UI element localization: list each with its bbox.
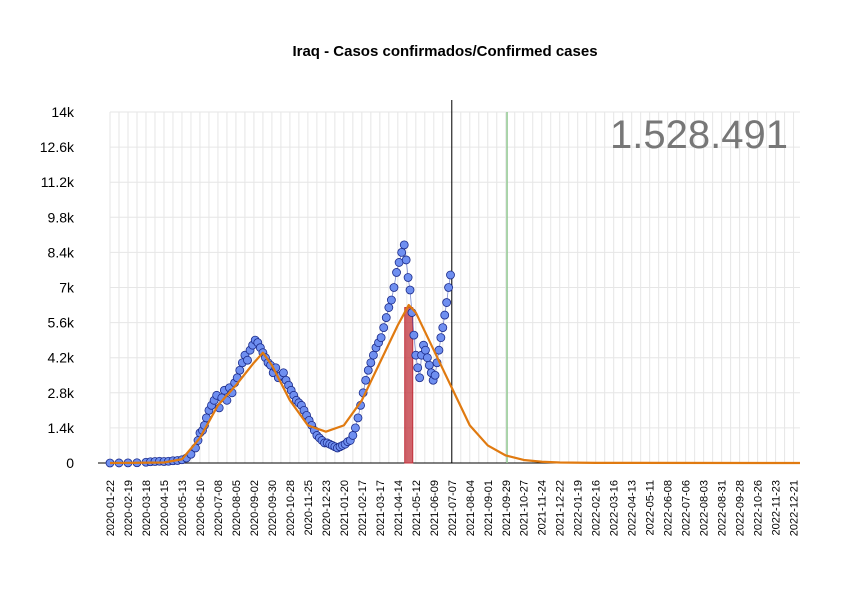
data-point (430, 370, 440, 380)
data-point (351, 423, 360, 433)
x-tick-label: 2020-10-28 (285, 480, 297, 536)
x-tick-label: 2022-02-16 (591, 480, 603, 536)
y-tick-label: 14k (51, 104, 75, 120)
x-tick-label: 2022-04-13 (627, 480, 639, 536)
x-tick-label: 2020-08-05 (231, 480, 243, 536)
y-axis-ticks: 0 1.4k 2.8k 4.2k 5.6k 7k 8.4k 9.8k 11.2k 12.6k 14k (40, 104, 75, 471)
data-point (440, 310, 450, 320)
data-point (415, 373, 425, 383)
y-tick-label: 9.8k (48, 209, 75, 225)
data-point (401, 255, 411, 265)
y-tick-label: 2.8k (48, 385, 75, 401)
x-tick-label: 2020-04-15 (159, 480, 171, 536)
data-point (361, 375, 371, 385)
data-point (421, 345, 430, 355)
x-tick-label: 2021-09-29 (501, 480, 513, 536)
data-point (369, 350, 378, 360)
x-tick-label: 2022-05-11 (645, 480, 657, 535)
fit-curve (109, 303, 801, 465)
x-tick-label: 2020-05-13 (177, 480, 189, 536)
data-point (424, 360, 434, 370)
data-point (363, 365, 373, 375)
data-point (397, 247, 407, 257)
data-point (384, 303, 394, 312)
data-point (366, 358, 376, 368)
x-tick-label: 2020-03-18 (141, 480, 153, 536)
data-point (438, 323, 448, 333)
daily-cases-line (109, 244, 451, 464)
data-point (348, 431, 358, 440)
gridlines (109, 111, 800, 464)
data-point (243, 355, 252, 365)
x-tick-label: 2022-10-26 (753, 480, 765, 536)
x-tick-label: 2020-12-23 (321, 480, 333, 536)
x-tick-label: 2021-11-24 (537, 480, 549, 535)
data-point (409, 330, 419, 340)
data-point (376, 333, 386, 343)
x-tick-label: 2022-06-08 (663, 480, 675, 536)
x-tick-label: 2021-09-01 (483, 480, 495, 536)
total-cases-label: 1.528.491 (610, 113, 788, 157)
y-tick-label: 4.2k (48, 350, 75, 366)
x-tick-label: 2022-01-19 (573, 480, 585, 536)
y-tick-label: 1.4k (48, 420, 75, 436)
x-tick-label: 2021-01-20 (339, 480, 351, 536)
x-tick-label: 2021-04-14 (393, 480, 405, 536)
data-point (379, 323, 389, 333)
data-point (353, 413, 363, 423)
x-tick-label: 2021-03-17 (375, 480, 387, 536)
data-point (389, 283, 399, 292)
y-tick-label: 8.4k (48, 244, 75, 260)
data-point (436, 333, 446, 343)
peak-bar (404, 307, 414, 464)
y-tick-label: 5.6k (48, 315, 75, 331)
data-point (422, 353, 432, 363)
y-tick-label: 11.2k (41, 174, 75, 190)
chart-title: Iraq - Casos confirmados/Confirmed cases (292, 43, 597, 60)
data-marks (105, 240, 801, 468)
x-tick-label: 2022-08-31 (717, 480, 729, 536)
y-tick-label: 7k (59, 280, 75, 296)
x-tick-label: 2022-03-16 (609, 480, 621, 536)
data-point (444, 283, 453, 292)
x-tick-label: 2021-12-22 (555, 480, 567, 536)
data-point (399, 240, 409, 250)
data-point (446, 270, 455, 280)
data-point (442, 298, 452, 307)
x-tick-label: 2021-06-09 (429, 480, 441, 536)
data-point (381, 313, 391, 322)
x-tick-label: 2020-02-19 (123, 480, 135, 536)
data-point (405, 285, 415, 295)
data-point (235, 365, 245, 375)
data-point (413, 363, 423, 373)
x-tick-label: 2021-10-27 (519, 480, 531, 536)
x-tick-label: 2021-08-04 (465, 480, 477, 536)
x-tick-label: 2020-01-22 (105, 480, 117, 536)
data-point (279, 368, 288, 378)
x-tick-label: 2022-08-03 (699, 480, 711, 536)
x-tick-label: 2020-06-10 (195, 480, 207, 536)
y-tick-label: 0 (66, 455, 74, 471)
x-tick-label: 2021-07-07 (447, 480, 459, 536)
x-tick-label: 2020-09-02 (249, 480, 261, 536)
x-tick-label: 2020-11-25 (303, 480, 315, 535)
x-tick-label: 2020-07-08 (213, 480, 225, 536)
x-tick-label: 2020-09-30 (267, 480, 279, 536)
x-tick-label: 2021-02-17 (357, 480, 369, 536)
x-tick-label: 2021-05-12 (411, 480, 423, 536)
data-point (403, 273, 413, 282)
y-tick-label: 12.6k (40, 139, 75, 155)
x-tick-label: 2022-11-23 (771, 480, 783, 535)
x-tick-label: 2022-09-28 (735, 480, 747, 536)
x-axis-ticks: 2020-01-22 2020-02-19 2020-03-18 2020-04-15… (105, 480, 801, 536)
data-point (386, 295, 396, 305)
x-tick-label: 2022-12-21 (789, 480, 801, 536)
data-point (392, 268, 401, 277)
x-tick-label: 2022-07-06 (681, 480, 693, 536)
